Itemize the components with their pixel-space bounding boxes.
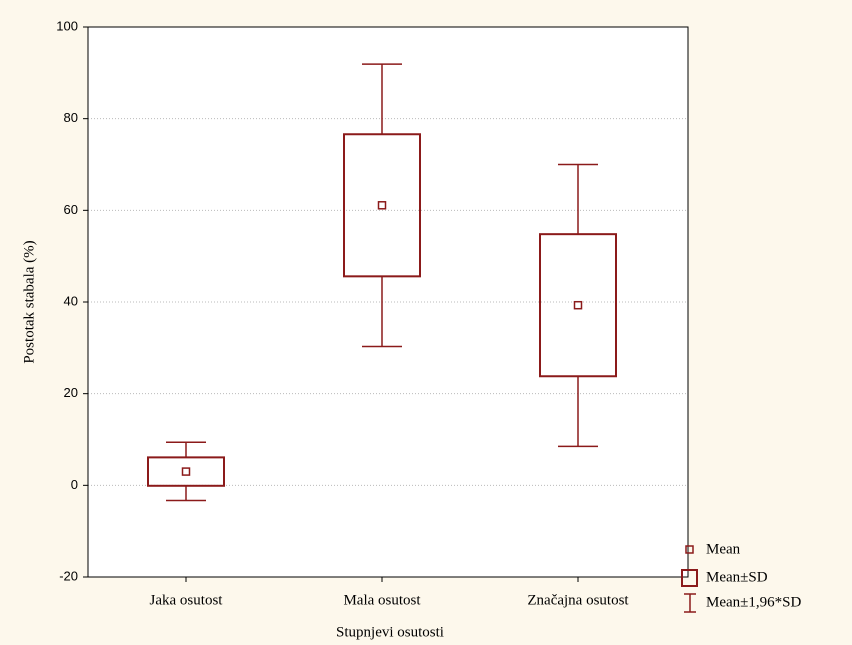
legend-label: Mean bbox=[706, 541, 741, 557]
y-tick-label: 20 bbox=[64, 385, 78, 400]
box bbox=[147, 456, 225, 487]
y-tick-label: -20 bbox=[59, 568, 78, 583]
plot-frame bbox=[87, 26, 689, 578]
y-tick-label: 0 bbox=[71, 477, 78, 492]
legend-mean-icon bbox=[685, 545, 694, 554]
y-axis-title: Postotak stabala (%) bbox=[21, 240, 37, 363]
y-tick-label: 100 bbox=[56, 18, 78, 33]
legend-label: Mean±SD bbox=[706, 569, 768, 585]
legend-label: Mean±1,96*SD bbox=[706, 594, 801, 610]
y-tick-label: 60 bbox=[64, 202, 78, 217]
mean-marker bbox=[573, 300, 583, 310]
box bbox=[343, 133, 421, 278]
box bbox=[539, 233, 617, 378]
x-tick-label: Mala osutost bbox=[343, 592, 421, 608]
x-tick-label: Jaka osutost bbox=[150, 592, 224, 608]
mean-marker bbox=[181, 467, 191, 476]
x-tick-label: Značajna osutost bbox=[527, 592, 629, 608]
legend-sd-icon bbox=[681, 569, 698, 587]
y-tick-label: 40 bbox=[64, 293, 78, 308]
mean-marker bbox=[377, 201, 387, 210]
x-axis-title: Stupnjevi osutosti bbox=[336, 624, 444, 640]
y-tick-label: 80 bbox=[64, 110, 78, 125]
